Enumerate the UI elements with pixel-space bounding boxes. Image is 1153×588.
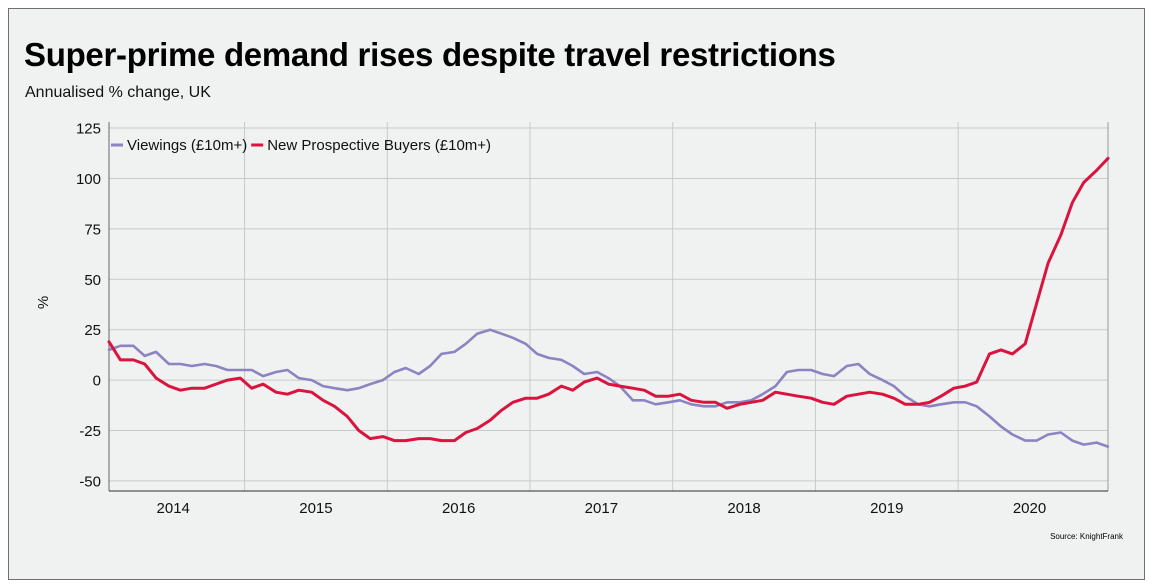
series-line-buyers: [107, 156, 1110, 443]
y-tick-label: -50: [79, 473, 101, 490]
y-tick-label: 0: [93, 373, 101, 390]
chart-frame: [8, 8, 1145, 580]
y-tick-label: 125: [76, 121, 101, 138]
source-note: Source: KnightFrank: [1050, 532, 1123, 541]
series-line-viewings: [107, 328, 1110, 448]
y-tick-label: 50: [84, 272, 101, 289]
legend-label: New Prospective Buyers (£10m+): [267, 137, 491, 154]
x-tick-label: 2017: [585, 500, 618, 517]
x-tick-label: 2016: [442, 500, 475, 517]
x-tick-label: 2018: [727, 500, 760, 517]
x-tick-label: 2020: [1013, 500, 1046, 517]
chart-subtitle: Annualised % change, UK: [25, 84, 211, 101]
y-tick-label: 75: [84, 221, 101, 238]
page-title: Super-prime demand rises despite travel …: [24, 36, 836, 73]
y-tick-label: 25: [84, 322, 101, 339]
x-tick-label: 2019: [870, 500, 903, 517]
y-tick-label: -25: [79, 423, 101, 440]
y-tick-label: 100: [76, 171, 101, 188]
x-tick-label: 2014: [157, 500, 190, 517]
y-axis-label: %: [35, 296, 52, 309]
legend-label: Viewings (£10m+): [127, 137, 247, 154]
x-tick-label: 2015: [299, 500, 332, 517]
